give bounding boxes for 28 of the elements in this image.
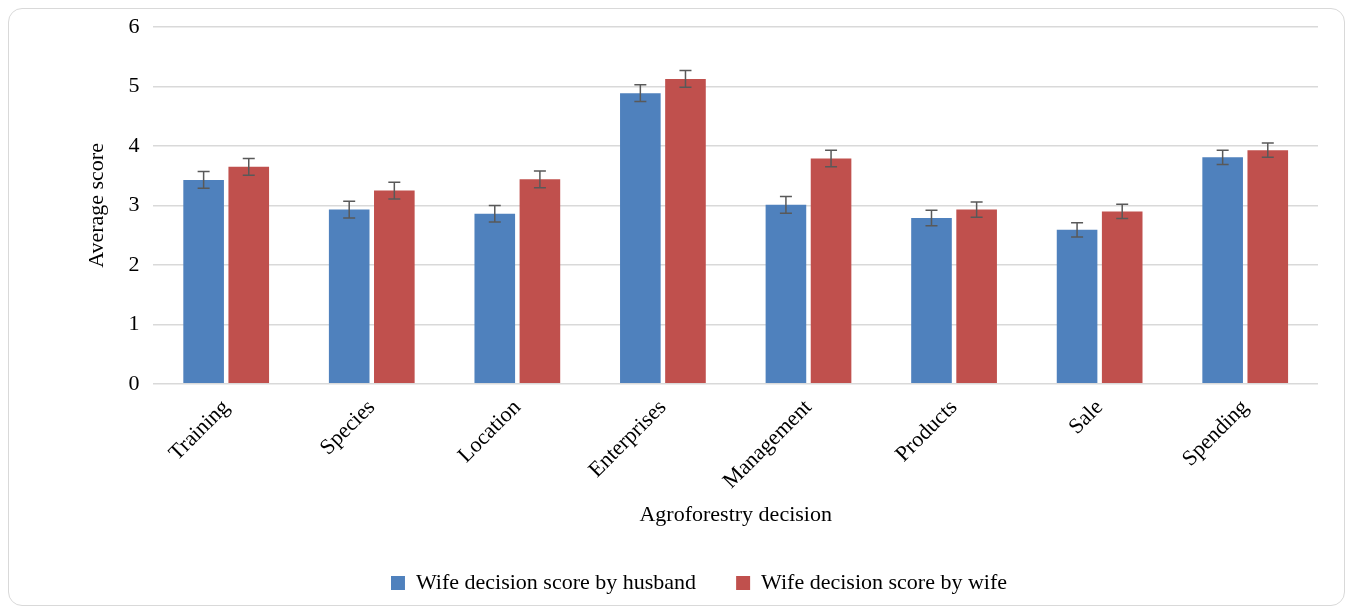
bar [1202, 157, 1243, 383]
bar [765, 204, 807, 383]
bar [911, 217, 952, 383]
bar [1101, 211, 1143, 383]
bar [374, 190, 415, 383]
y-tick-label: 4 [128, 131, 140, 157]
y-tick-label: 5 [128, 72, 140, 98]
bar [1056, 229, 1098, 383]
y-tick-label: 6 [128, 12, 140, 38]
bar [620, 93, 661, 383]
y-tick-label: 2 [128, 250, 140, 276]
bar [1247, 150, 1289, 383]
y-tick-label: 1 [128, 310, 140, 336]
x-tick-label: Sale [1062, 394, 1108, 439]
x-axis-title: Agroforestry decision [639, 500, 832, 526]
bar [519, 179, 561, 383]
bar [665, 78, 706, 383]
y-axis-title: Average score [82, 143, 108, 268]
bar [810, 158, 852, 383]
bar [956, 209, 997, 383]
legend-label: Wife decision score by wife [761, 568, 1008, 594]
bar [328, 209, 370, 383]
y-tick-label: 3 [128, 191, 140, 217]
legend-label: Wife decision score by husband [415, 568, 697, 594]
y-tick-label: 0 [128, 369, 140, 395]
bar [183, 179, 224, 383]
bar [474, 213, 516, 383]
bar [228, 166, 270, 383]
